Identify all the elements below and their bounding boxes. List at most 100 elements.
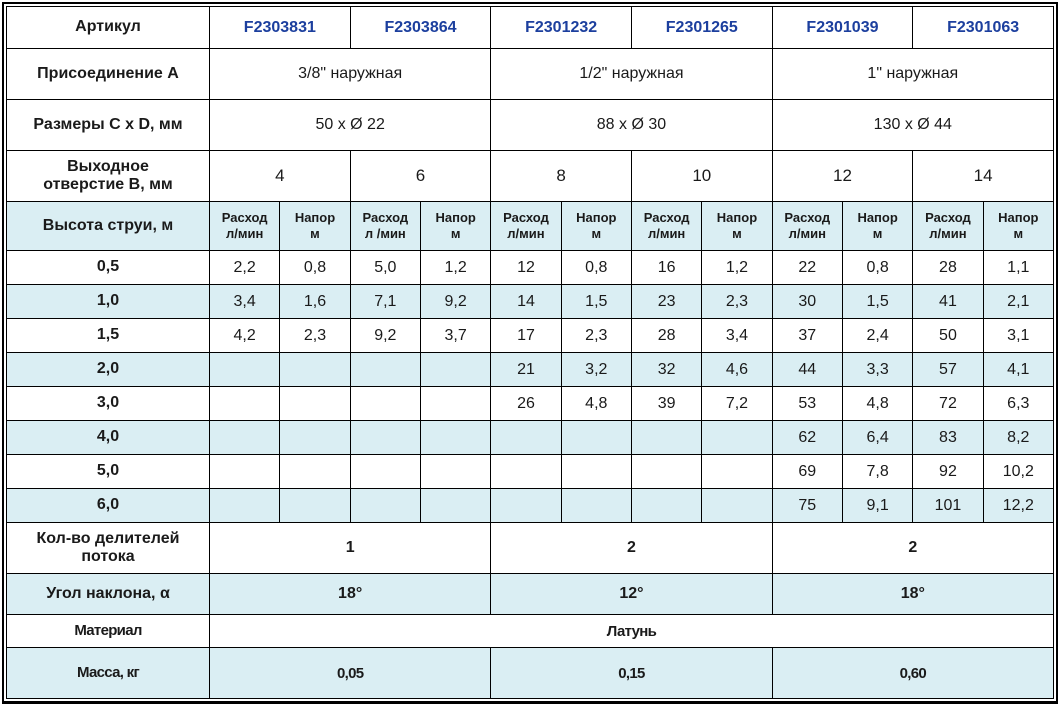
jet-row-6-0-cell-10: 101: [912, 488, 984, 523]
outlet-row-cell-4: 12: [771, 150, 914, 202]
article-row-cell-2: F2301232: [490, 6, 632, 49]
jet-row-5-0-cell-4: [490, 454, 562, 489]
jet-row-1-5-cell-7: 3,4: [701, 318, 773, 353]
dividers-row-cell-1: 2: [490, 522, 773, 574]
jet-row-3-0: 3,0 26 4,8 39 7,2 53 4,8 72 6,3: [6, 386, 1055, 421]
jet-header-row-cell-0: Расход л/мин: [208, 201, 281, 251]
jet-row-5-0-cell-5: [560, 454, 632, 489]
outlet-row-cell-0: 4: [209, 150, 351, 202]
jet-row-0-5-cell-3: 1,2: [419, 250, 492, 285]
jet-row-4-0-cell-4: [490, 420, 562, 455]
jet-row-2-0-cell-6: 32: [630, 352, 703, 387]
jet-row-0-5-label: 0,5: [6, 250, 210, 285]
article-row-cell-4: F2301039: [771, 6, 914, 49]
jet-row-3-0-cell-4: 26: [490, 386, 562, 421]
jet-row-1-5-cell-1: 2,3: [279, 318, 351, 353]
jet-row-0-5-cell-9: 0,8: [841, 250, 914, 285]
jet-header-row-cell-6: Расход л/мин: [630, 201, 703, 251]
jet-header-row-cell-8: Расход л/мин: [771, 201, 843, 251]
jet-row-1-0: 1,0 3,4 1,6 7,1 9,2 14 1,5 23 2,3 30 1,5 41 2,1: [6, 284, 1055, 319]
mass-row-label: Масса, кг: [6, 647, 210, 699]
jet-row-1-0-cell-7: 2,3: [701, 284, 773, 319]
jet-header-row-cell-4: Расход л/мин: [490, 201, 562, 251]
jet-row-1-5: 1,5 4,2 2,3 9,2 3,7 17 2,3 28 3,4 37 2,4 50 3,1: [6, 318, 1055, 353]
jet-row-5-0-cell-0: [208, 454, 281, 489]
jet-row-2-0-cell-8: 44: [771, 352, 843, 387]
jet-row-2-0-cell-0: [208, 352, 281, 387]
jet-row-3-0-cell-9: 4,8: [841, 386, 914, 421]
jet-row-1-0-cell-4: 14: [490, 284, 562, 319]
jet-header-row-cell-2: Расход л /мин: [349, 201, 421, 251]
jet-row-4-0-label: 4,0: [6, 420, 210, 455]
jet-row-5-0-label: 5,0: [6, 454, 210, 489]
jet-row-2-0-cell-2: [349, 352, 421, 387]
jet-row-0-5-cell-1: 0,8: [279, 250, 351, 285]
mass-row-cell-2: 0,60: [771, 647, 1055, 699]
jet-row-3-0-cell-0: [208, 386, 281, 421]
jet-row-5-0: 5,0 69 7,8 92 10,2: [6, 454, 1055, 489]
connection-row: Присоединение A 3/8" наружная 1/2" наружна…: [6, 48, 1055, 100]
jet-row-6-0-cell-9: 9,1: [841, 488, 914, 523]
jet-row-3-0-cell-11: 6,3: [982, 386, 1055, 421]
jet-row-1-0-cell-0: 3,4: [208, 284, 281, 319]
jet-row-1-0-cell-9: 1,5: [841, 284, 914, 319]
jet-row-2-0: 2,0 21 3,2 32 4,6 44 3,3 57 4,1: [6, 352, 1055, 387]
jet-header-row-cell-10: Расход л/мин: [912, 201, 984, 251]
angle-row-cell-1: 12°: [490, 573, 773, 615]
jet-row-0-5: 0,5 2,2 0,8 5,0 1,2 12 0,8 16 1,2 22 0,8 28 1,1: [6, 250, 1055, 285]
jet-row-4-0-cell-6: [630, 420, 703, 455]
jet-row-5-0-cell-8: 69: [771, 454, 843, 489]
spec-table: Артикул F2303831 F2303864 F2301232 F2301265 F…: [6, 6, 1055, 699]
jet-row-2-0-cell-7: 4,6: [701, 352, 773, 387]
jet-row-0-5-cell-2: 5,0: [349, 250, 421, 285]
connection-row-cell-2: 1" наружная: [771, 48, 1055, 100]
jet-row-3-0-cell-7: 7,2: [701, 386, 773, 421]
jet-row-4-0-cell-5: [560, 420, 632, 455]
jet-row-1-0-cell-1: 1,6: [279, 284, 351, 319]
dividers-row-cell-0: 1: [208, 522, 492, 574]
jet-row-3-0-cell-2: [349, 386, 421, 421]
jet-row-1-5-cell-0: 4,2: [208, 318, 281, 353]
jet-row-0-5-cell-11: 1,1: [982, 250, 1055, 285]
mass-row-cell-0: 0,05: [208, 647, 492, 699]
jet-header-row-cell-3: Напор м: [419, 201, 492, 251]
dividers-row-cell-2: 2: [771, 522, 1055, 574]
spec-table-frame: Артикул F2303831 F2303864 F2301232 F2301265 F…: [2, 2, 1058, 704]
dimensions-row-cell-1: 88 x Ø 30: [490, 99, 773, 151]
jet-row-4-0: 4,0 62 6,4 83 8,2: [6, 420, 1055, 455]
jet-row-1-5-cell-3: 3,7: [419, 318, 492, 353]
jet-row-5-0-cell-3: [419, 454, 492, 489]
jet-row-4-0-cell-1: [279, 420, 351, 455]
jet-row-5-0-cell-1: [279, 454, 351, 489]
jet-row-2-0-cell-5: 3,2: [560, 352, 632, 387]
jet-row-5-0-cell-11: 10,2: [982, 454, 1055, 489]
jet-row-1-0-label: 1,0: [6, 284, 210, 319]
jet-row-4-0-cell-2: [349, 420, 421, 455]
jet-row-2-0-cell-10: 57: [912, 352, 984, 387]
jet-row-3-0-cell-6: 39: [630, 386, 703, 421]
outlet-row-cell-5: 14: [912, 150, 1054, 202]
material-row-label: Материал: [6, 614, 210, 648]
jet-row-4-0-cell-7: [701, 420, 773, 455]
jet-row-5-0-cell-2: [349, 454, 421, 489]
article-row-cell-3: F2301265: [630, 6, 773, 49]
jet-row-0-5-cell-8: 22: [771, 250, 843, 285]
connection-row-cell-1: 1/2" наружная: [490, 48, 773, 100]
jet-row-0-5-cell-0: 2,2: [208, 250, 281, 285]
jet-row-6-0-label: 6,0: [6, 488, 210, 523]
jet-row-6-0-cell-4: [490, 488, 562, 523]
jet-header-row-cell-1: Напор м: [279, 201, 351, 251]
jet-row-4-0-cell-3: [419, 420, 492, 455]
article-row: Артикул F2303831 F2303864 F2301232 F2301265 F…: [6, 6, 1054, 49]
dimensions-row-cell-2: 130 x Ø 44: [771, 99, 1055, 151]
dividers-row: Кол-во делителей потока 1 2 2: [6, 522, 1055, 574]
outlet-row-label: Выходное отверстие B, мм: [6, 150, 210, 202]
jet-row-1-0-cell-10: 41: [912, 284, 984, 319]
angle-row-label: Угол наклона, α: [6, 573, 210, 615]
jet-row-1-0-cell-5: 1,5: [560, 284, 632, 319]
jet-row-1-5-cell-11: 3,1: [982, 318, 1055, 353]
jet-row-6-0-cell-7: [701, 488, 773, 523]
jet-row-1-0-cell-8: 30: [771, 284, 843, 319]
material-row-cell-0: Латунь: [209, 614, 1054, 648]
jet-row-1-0-cell-6: 23: [630, 284, 703, 319]
